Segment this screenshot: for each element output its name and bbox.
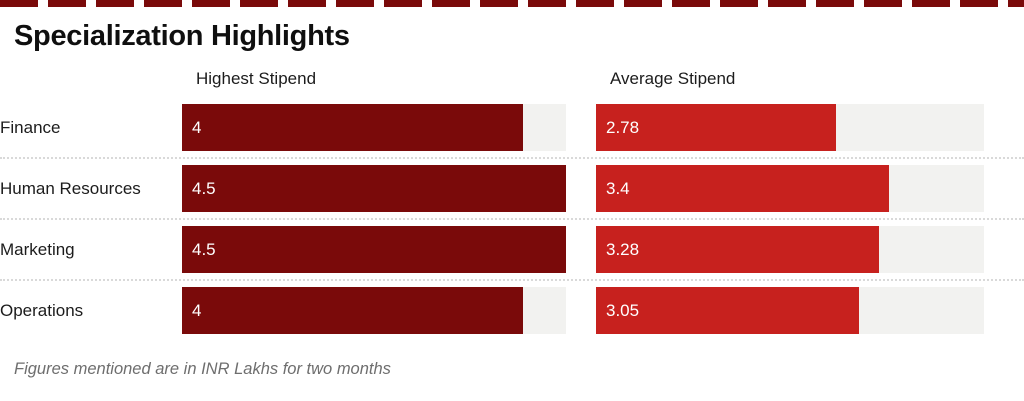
footer-note: Figures mentioned are in INR Lakhs for t…: [14, 360, 391, 379]
average-stipend-bar: 3.28: [596, 226, 879, 274]
average-stipend-value: 3.28: [606, 239, 640, 259]
top-accent-dashed-line: [0, 0, 1024, 7]
category-label: Human Resources: [0, 178, 141, 198]
average-stipend-bar: 3.4: [596, 165, 890, 213]
highest-stipend-value: 4: [192, 117, 202, 137]
highest-stipend-bar: 4: [182, 104, 524, 152]
highest-stipend-value: 4.5: [192, 239, 216, 259]
category-label: Marketing: [0, 239, 75, 259]
category-label: Finance: [0, 117, 61, 137]
chart-row: Human Resources 4.5 3.4: [0, 157, 1024, 218]
page-title: Specialization Highlights: [14, 20, 350, 52]
chart-row: Marketing 4.5 3.28: [0, 218, 1024, 279]
average-stipend-value: 2.78: [606, 117, 640, 137]
category-label: Operations: [0, 300, 84, 320]
column-header-highest-stipend: Highest Stipend: [196, 69, 317, 89]
highest-stipend-bar: 4.5: [182, 165, 566, 213]
highest-stipend-track: 4.5: [182, 226, 566, 274]
highest-stipend-track: 4.5: [182, 165, 566, 213]
average-stipend-bar: 2.78: [596, 104, 836, 152]
highest-stipend-track: 4: [182, 287, 566, 335]
highest-stipend-bar: 4: [182, 287, 524, 335]
average-stipend-track: 2.78: [596, 104, 984, 152]
highest-stipend-value: 4: [192, 300, 202, 320]
chart-row: Finance 4 2.78: [0, 98, 1024, 157]
average-stipend-value: 3.4: [606, 178, 630, 198]
average-stipend-track: 3.4: [596, 165, 984, 213]
highest-stipend-value: 4.5: [192, 178, 216, 198]
column-headers: Highest Stipend Average Stipend: [0, 69, 1024, 89]
average-stipend-track: 3.28: [596, 226, 984, 274]
chart-row: Operations 4 3.05: [0, 279, 1024, 340]
chart-rows: Finance 4 2.78 Human Resources 4.5: [0, 98, 1024, 340]
column-header-average-stipend: Average Stipend: [610, 69, 736, 89]
average-stipend-value: 3.05: [606, 300, 640, 320]
average-stipend-track: 3.05: [596, 287, 984, 335]
highest-stipend-bar: 4.5: [182, 226, 566, 274]
highest-stipend-track: 4: [182, 104, 566, 152]
average-stipend-bar: 3.05: [596, 287, 859, 335]
